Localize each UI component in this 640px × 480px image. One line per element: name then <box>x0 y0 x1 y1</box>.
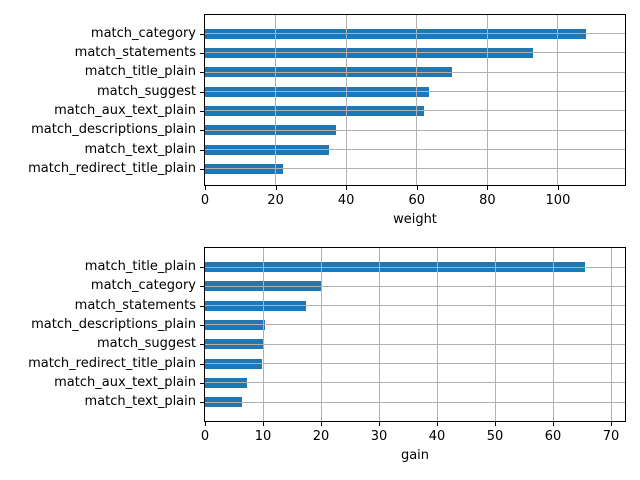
y-tick-label: match_text_plain <box>84 394 196 410</box>
x-tick-mark <box>487 186 489 190</box>
y-tick-mark <box>200 72 204 74</box>
x-gridline <box>610 248 612 421</box>
y-gridline <box>205 401 625 403</box>
gain-x-axis-label: gain <box>400 448 430 463</box>
x-tick-label: 40 <box>428 429 446 444</box>
y-tick-mark <box>200 91 204 93</box>
weight-x-axis-label: weight <box>393 212 437 227</box>
x-gridline <box>486 15 488 185</box>
x-tick-label: 0 <box>200 429 210 444</box>
weight-plot-area <box>204 14 626 186</box>
x-gridline <box>494 248 496 421</box>
y-gridline <box>205 33 625 34</box>
y-tick-mark <box>200 110 204 112</box>
x-tick-label: 20 <box>267 193 284 208</box>
y-tick-label: match_suggest <box>97 336 196 352</box>
x-tick-mark <box>553 422 555 426</box>
x-tick-mark <box>275 186 277 190</box>
x-tick-label: 70 <box>602 429 620 444</box>
y-tick-mark <box>200 33 204 35</box>
x-tick-mark <box>263 422 264 426</box>
y-tick-mark <box>200 267 204 268</box>
y-gridline <box>205 266 625 268</box>
y-gridline <box>205 168 625 170</box>
y-tick-label: match_text_plain <box>84 141 196 157</box>
y-tick-label: match_category <box>90 25 196 41</box>
y-tick-label: match_statements <box>74 297 196 313</box>
y-gridline <box>205 363 625 364</box>
y-gridline <box>205 149 625 151</box>
y-tick-mark <box>200 344 204 346</box>
x-gridline <box>416 15 418 185</box>
y-tick-mark <box>200 286 204 288</box>
x-tick-label: 40 <box>337 193 355 208</box>
x-gridline <box>275 15 277 185</box>
x-tick-label: 30 <box>370 429 388 444</box>
x-tick-mark <box>437 422 439 426</box>
y-tick-label: match_title_plain <box>84 64 196 80</box>
x-gridline <box>320 248 322 421</box>
y-gridline <box>205 285 625 287</box>
y-tick-label: match_aux_text_plain <box>54 374 196 390</box>
x-tick-mark <box>495 422 497 426</box>
y-tick-mark <box>200 402 204 404</box>
x-tick-mark <box>557 186 559 190</box>
x-tick-mark <box>379 422 381 426</box>
x-tick-mark <box>346 186 348 190</box>
x-tick-label: 60 <box>408 193 426 208</box>
y-tick-mark <box>200 130 204 132</box>
x-tick-mark <box>205 422 206 426</box>
x-tick-label: 60 <box>544 429 562 444</box>
y-tick-mark <box>200 382 204 384</box>
y-tick-label: match_redirect_title_plain <box>28 355 196 371</box>
x-tick-label: 80 <box>479 193 496 208</box>
y-tick-label: match_descriptions_plain <box>31 122 196 138</box>
x-gridline <box>552 248 554 421</box>
x-gridline <box>436 248 438 421</box>
y-tick-mark <box>200 324 204 326</box>
y-gridline <box>205 52 625 54</box>
x-gridline <box>557 15 559 185</box>
y-tick-label: match_aux_text_plain <box>54 102 196 118</box>
y-gridline <box>205 91 625 93</box>
y-tick-mark <box>200 363 204 365</box>
y-gridline <box>205 305 625 307</box>
y-gridline <box>205 343 625 345</box>
y-tick-mark <box>200 149 204 151</box>
y-tick-label: match_category <box>90 278 196 294</box>
x-tick-mark <box>321 422 323 426</box>
y-tick-label: match_title_plain <box>84 259 196 274</box>
y-tick-mark <box>200 52 204 54</box>
y-tick-mark <box>200 168 204 170</box>
y-tick-mark <box>200 305 204 307</box>
x-tick-label: 0 <box>200 193 210 208</box>
x-tick-mark <box>205 186 206 190</box>
gain-plot-area <box>204 247 626 422</box>
x-tick-label: 50 <box>486 429 504 444</box>
y-tick-label: match_suggest <box>97 83 196 99</box>
x-tick-label: 100 <box>545 193 571 208</box>
y-gridline <box>205 382 625 384</box>
y-gridline <box>205 110 625 112</box>
y-tick-label: match_descriptions_plain <box>31 316 196 332</box>
y-gridline <box>205 129 625 131</box>
y-tick-label: match_redirect_title_plain <box>28 160 196 176</box>
x-gridline <box>262 248 264 421</box>
y-gridline <box>205 71 625 73</box>
x-tick-mark <box>416 186 418 190</box>
y-tick-label: match_statements <box>74 44 196 60</box>
x-tick-mark <box>611 422 613 426</box>
x-tick-label: 10 <box>254 429 272 444</box>
x-gridline <box>378 248 380 421</box>
x-tick-label: 20 <box>312 429 330 444</box>
y-gridline <box>205 324 625 326</box>
x-gridline <box>345 15 347 185</box>
